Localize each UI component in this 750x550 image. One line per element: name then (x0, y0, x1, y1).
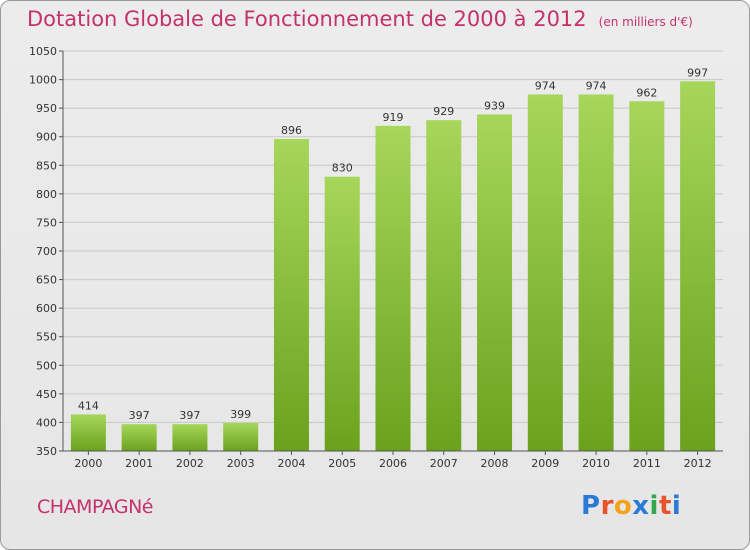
bars: 414 397 397 399 896 830 919 929 939 974 974 962 997 (70, 66, 716, 452)
y-tick-label: 1050 (29, 45, 57, 58)
x-tick-label: 2007 (430, 457, 458, 470)
bar (324, 176, 360, 451)
y-tick-label: 950 (36, 102, 57, 115)
y-tick-label: 600 (36, 302, 57, 315)
data-label: 399 (230, 408, 251, 421)
y-tick-label: 500 (36, 359, 57, 372)
bar (223, 423, 259, 451)
y-tick-label: 850 (36, 159, 57, 172)
x-tick-label: 2003 (227, 457, 255, 470)
data-label: 962 (636, 86, 657, 99)
x-tick-label: 2010 (582, 457, 610, 470)
x-tick-label: 2002 (176, 457, 204, 470)
y-tick-label: 650 (36, 274, 57, 287)
data-label: 896 (281, 124, 302, 137)
bar (680, 81, 716, 452)
logo-letter: P (581, 491, 601, 521)
x-tick-label: 2006 (379, 457, 407, 470)
data-label: 397 (129, 409, 150, 422)
bar (121, 424, 157, 451)
bar (375, 125, 411, 451)
y-tick-label: 750 (36, 216, 57, 229)
data-label: 919 (383, 111, 404, 124)
data-label: 939 (484, 99, 505, 112)
bar (477, 114, 513, 451)
bar (578, 94, 614, 451)
y-tick-label: 800 (36, 188, 57, 201)
chart-title: Dotation Globale de Fonctionnement de 20… (27, 7, 693, 31)
bar (70, 414, 106, 451)
y-tick-label: 350 (36, 445, 57, 458)
logo-letter: t (658, 491, 672, 521)
x-tick-label: 2012 (684, 457, 712, 470)
data-label: 414 (78, 399, 99, 412)
data-label: 397 (179, 409, 200, 422)
data-label: 929 (433, 105, 454, 118)
x-tick-label: 2000 (74, 457, 102, 470)
chart-title-text: Dotation Globale de Fonctionnement de 20… (27, 7, 587, 31)
axes: 350 400 450 500 550 600 650 700 750 800 850 900 950 1… (29, 45, 723, 470)
y-tick-label: 900 (36, 131, 57, 144)
y-tick-label: 700 (36, 245, 57, 258)
logo-letter: i (649, 491, 659, 521)
x-tick-label: 2005 (328, 457, 356, 470)
bar (629, 101, 665, 452)
x-tick-label: 2009 (531, 457, 559, 470)
chart-subtitle: (en milliers d'€) (598, 15, 693, 29)
x-tick-label: 2008 (481, 457, 509, 470)
logo-letter: x (632, 491, 650, 521)
y-tick-label: 400 (36, 416, 57, 429)
logo-letter: o (613, 491, 633, 521)
x-tick-label: 2011 (633, 457, 661, 470)
bar (273, 139, 309, 451)
y-tick-label: 450 (36, 388, 57, 401)
x-tick-label: 2004 (277, 457, 305, 470)
data-label: 830 (332, 162, 353, 175)
bar (172, 424, 208, 451)
data-label: 997 (687, 66, 708, 79)
x-tick-label: 2001 (125, 457, 153, 470)
bar (527, 94, 563, 451)
bar (426, 120, 462, 452)
y-tick-label: 1000 (29, 74, 57, 87)
y-tick-label: 550 (36, 331, 57, 344)
logo-letter: i (671, 491, 682, 521)
logo-letter: r (600, 491, 614, 521)
proxiti-logo: Proxiti (581, 491, 681, 521)
commune-name: CHAMPAGNé (37, 496, 153, 518)
data-label: 974 (586, 79, 607, 92)
data-label: 974 (535, 79, 556, 92)
